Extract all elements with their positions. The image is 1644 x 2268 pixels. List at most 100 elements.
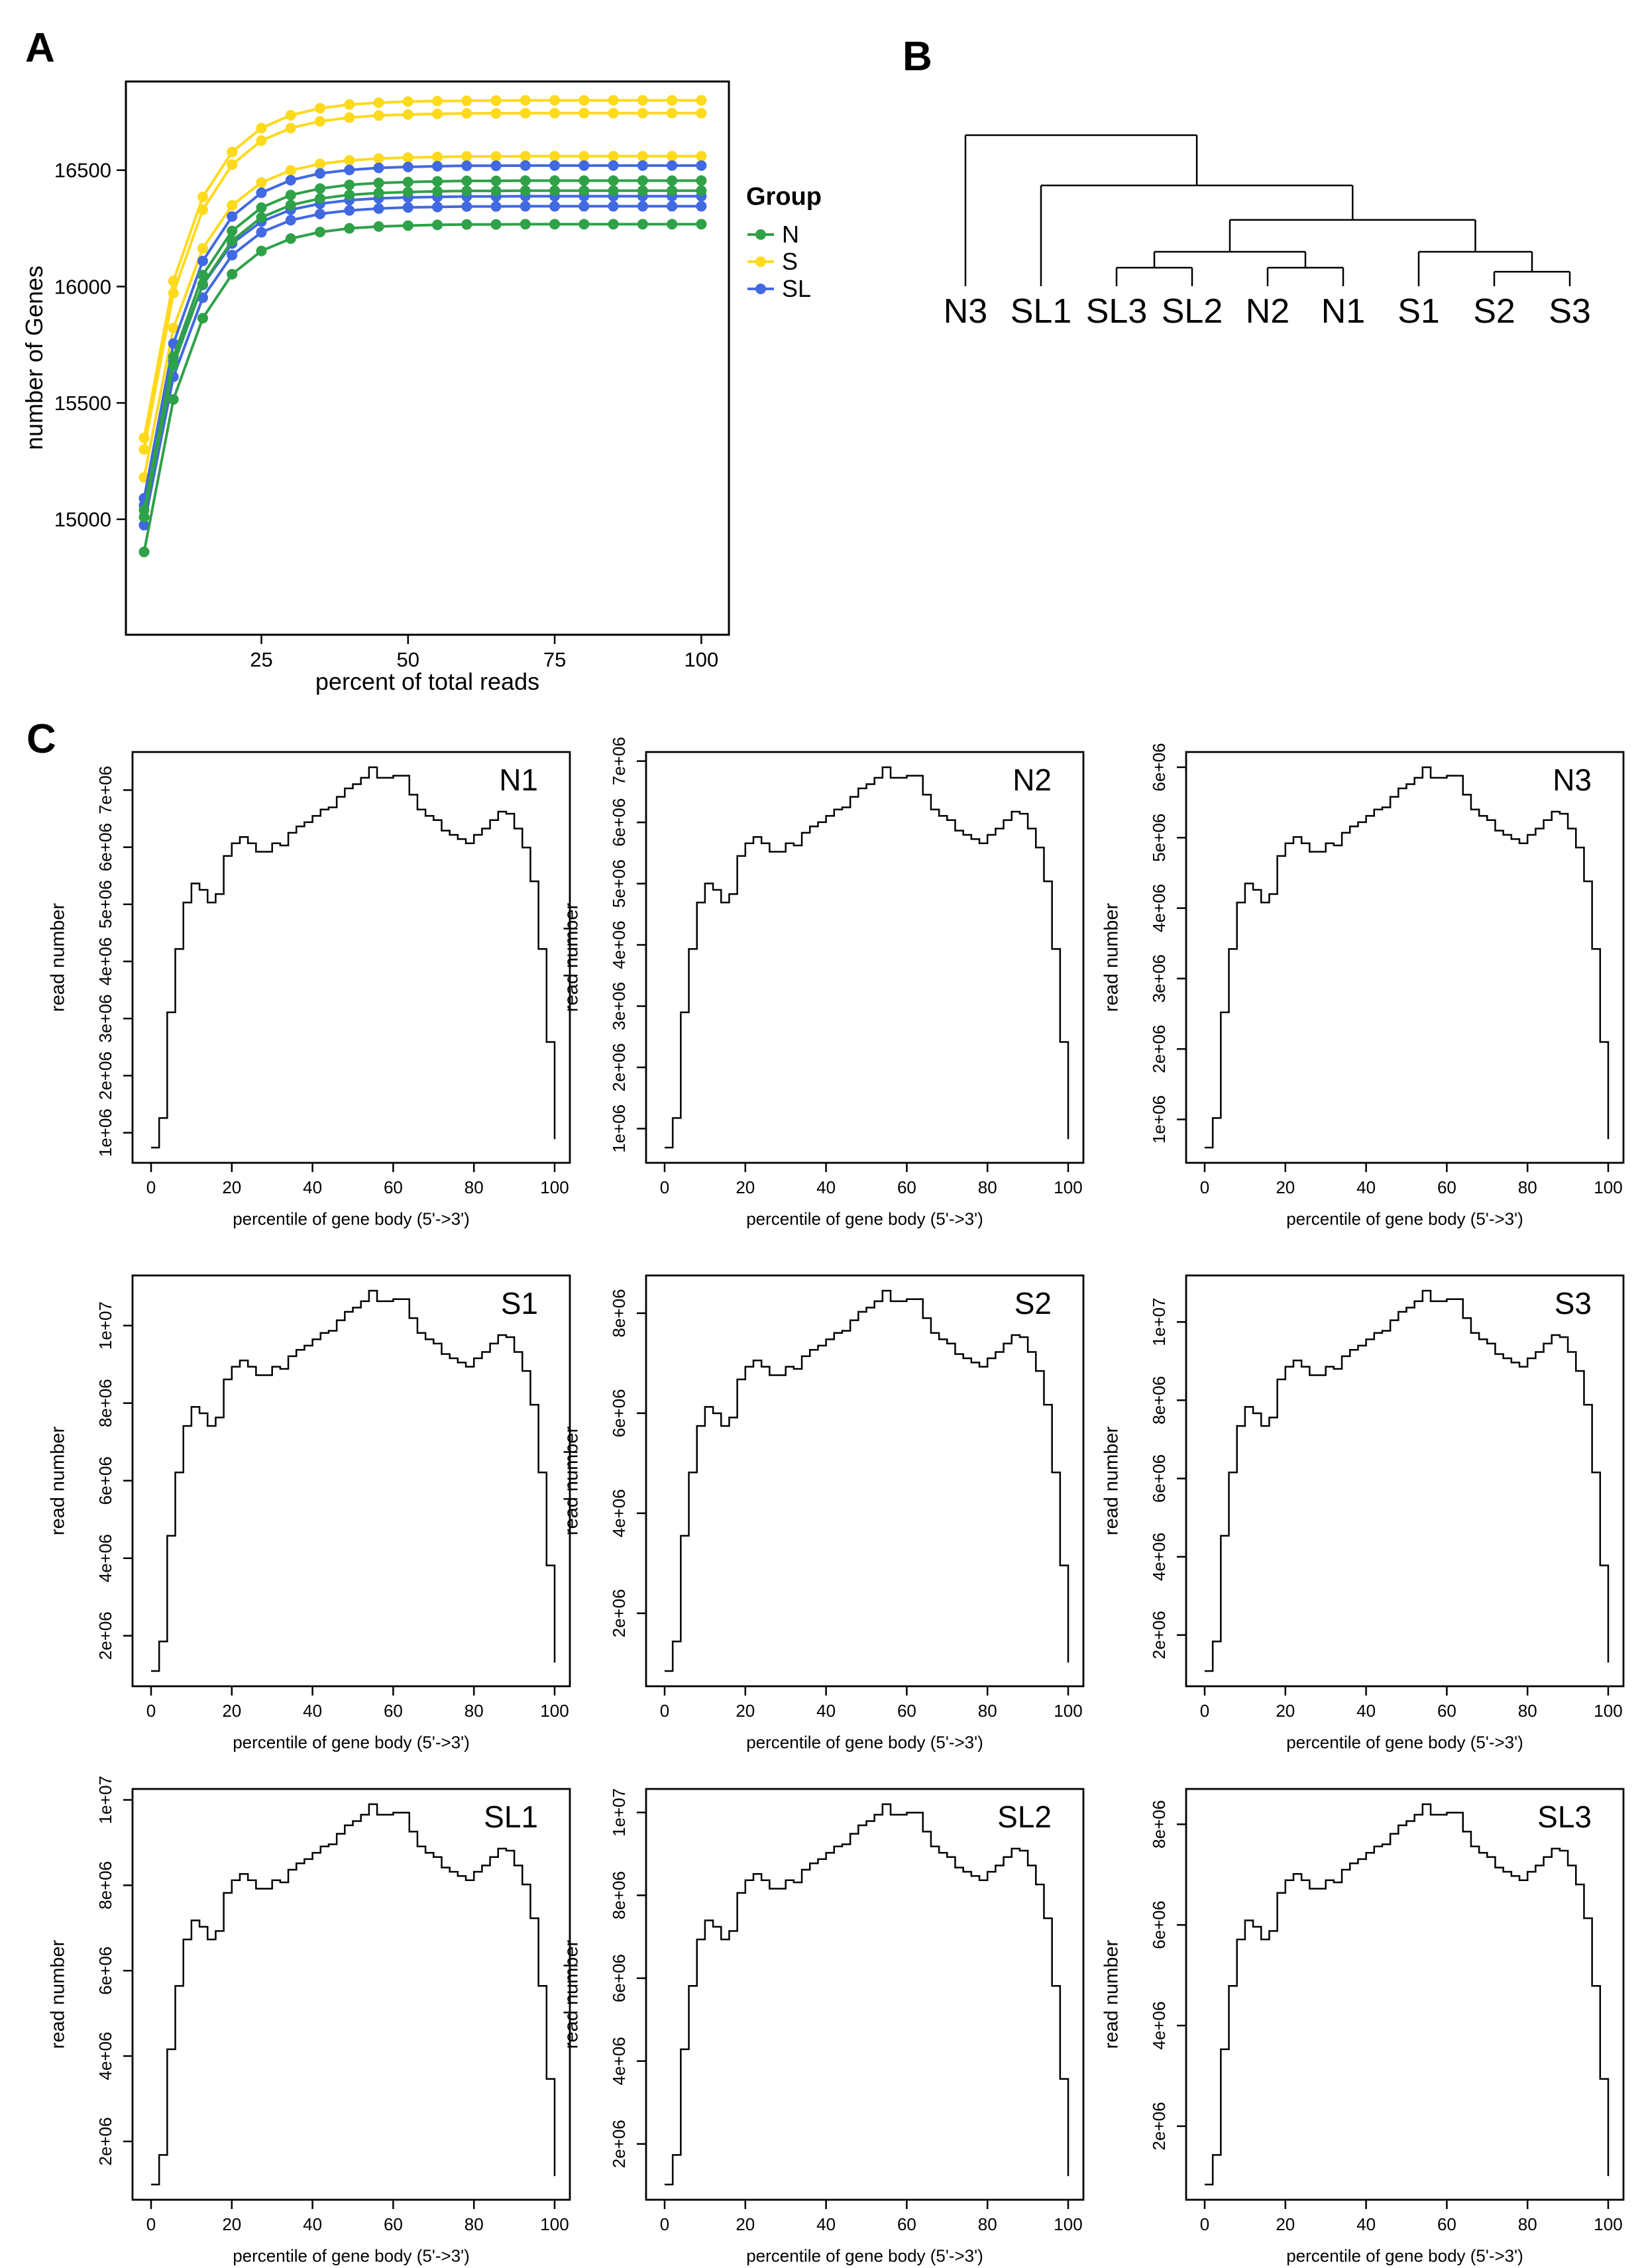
y-tick-label: 5e+06 (95, 880, 115, 928)
series-point (138, 546, 150, 557)
series-point (461, 201, 472, 212)
series-point (549, 160, 561, 171)
subplot-x-axis-title: percentile of gene body (5'->3') (746, 1732, 983, 1753)
series-point (138, 444, 150, 455)
series-point (315, 168, 326, 179)
subplot-x-axis-title: percentile of gene body (5'->3') (1286, 1209, 1523, 1229)
y-tick-label: 2e+06 (1149, 1611, 1169, 1659)
series-point (402, 109, 413, 120)
x-tick-label: 20 (222, 1701, 241, 1721)
y-tick-label: 8e+06 (609, 1871, 629, 1919)
series-point (608, 185, 619, 196)
subplot-box (131, 1274, 571, 1688)
x-tick-label: 0 (146, 1701, 156, 1721)
x-tick-label: 100 (1054, 1701, 1082, 1721)
series-point (256, 177, 267, 188)
series-point (168, 323, 179, 334)
series-point (197, 270, 208, 281)
series-point (285, 165, 296, 176)
series-point (637, 150, 648, 162)
series-point (432, 151, 443, 162)
series-SL-c (138, 201, 707, 531)
y-tick-label: 15500 (54, 392, 111, 415)
series-point (549, 219, 561, 230)
series-point (432, 160, 443, 172)
panel-a-letter: A (25, 25, 55, 71)
coverage-step-line (665, 1289, 1069, 1672)
series-point (344, 179, 355, 190)
series-N-b (138, 185, 707, 523)
x-tick-label: 20 (736, 1177, 755, 1197)
series-point (608, 175, 619, 186)
series-point (344, 155, 355, 166)
y-tick-label: 6e+06 (95, 1456, 115, 1505)
x-tick-label: 60 (1437, 2214, 1456, 2234)
series-point (373, 178, 384, 189)
series-point (315, 116, 326, 127)
x-tick-label: 80 (1518, 1177, 1537, 1197)
y-tick-label: 2e+06 (95, 2117, 115, 2165)
y-tick-label: 2e+06 (609, 2120, 629, 2168)
legend-label-S: S (782, 247, 798, 275)
subplot-box (645, 751, 1085, 1164)
x-tick-label: 40 (1356, 1177, 1376, 1197)
series-point (197, 278, 208, 290)
series-point (490, 151, 502, 162)
series-point (227, 199, 238, 211)
y-tick-label: 1e+07 (95, 1776, 115, 1824)
y-tick-label: 6e+06 (1149, 743, 1169, 791)
series-point (696, 95, 707, 106)
series-point (373, 162, 384, 174)
line-point-icon (747, 229, 774, 240)
y-tick-label: 4e+06 (1149, 884, 1169, 932)
series-point (490, 108, 502, 119)
line-point-icon (747, 283, 774, 294)
series-point (667, 185, 678, 196)
subplot-x-axis-title: percentile of gene body (5'->3') (233, 2245, 470, 2266)
series-point (168, 360, 179, 371)
series-point (461, 175, 472, 186)
series-point (696, 175, 707, 186)
x-tick-label: 80 (978, 1177, 997, 1197)
x-tick-label: 20 (736, 2214, 755, 2234)
subplot-title: S2 (1014, 1286, 1052, 1321)
series-point (315, 103, 326, 114)
legend-item-SL: SL (746, 275, 822, 302)
series-point (373, 221, 384, 232)
y-tick-label: 6e+06 (1149, 1454, 1169, 1503)
series-point (402, 220, 413, 231)
panel-c-letter: C (27, 716, 56, 762)
subplot-N2: 0 20 40 60 80 100 1e+06 2e+06 3e+06 4e+06 5e+06 6e+… (609, 737, 1085, 1197)
x-tick-label: 60 (897, 1177, 916, 1197)
series-point (637, 160, 648, 171)
series-point (285, 189, 296, 201)
series-point (696, 160, 707, 171)
subplot-SL2: 0 20 40 60 80 100 2e+06 4e+06 6e+06 8e+06 1e+07 SL2 (609, 1788, 1085, 2234)
y-tick-label: 2e+06 (609, 1043, 629, 1091)
x-tick-label: 20 (736, 1701, 755, 1721)
y-tick-label: 6e+06 (95, 1947, 115, 1995)
x-tick-label: 40 (1356, 2214, 1376, 2234)
x-tick-label: 100 (1594, 2214, 1622, 2234)
panel-a-x-axis-title: percent of total reads (315, 668, 540, 695)
x-tick-label: 60 (384, 2214, 403, 2234)
series-point (461, 151, 472, 162)
coverage-step-line (151, 1803, 556, 2186)
series-point (197, 191, 208, 203)
series-point (578, 175, 590, 186)
series-point (227, 225, 238, 237)
series-point (197, 313, 208, 324)
x-tick-label: 20 (1276, 1701, 1295, 1721)
series-point (520, 107, 531, 119)
x-tick-label: 0 (146, 1177, 156, 1197)
series-point (549, 201, 561, 212)
series-point (432, 186, 443, 197)
series-point (227, 146, 238, 158)
series-point (667, 219, 678, 230)
series-point (667, 175, 678, 186)
x-tick-label: 40 (303, 1177, 322, 1197)
x-tick-label: 40 (816, 1701, 836, 1721)
panel-a-plot: 15000 15500 16000 16500 25 50 75 100 (54, 80, 730, 671)
